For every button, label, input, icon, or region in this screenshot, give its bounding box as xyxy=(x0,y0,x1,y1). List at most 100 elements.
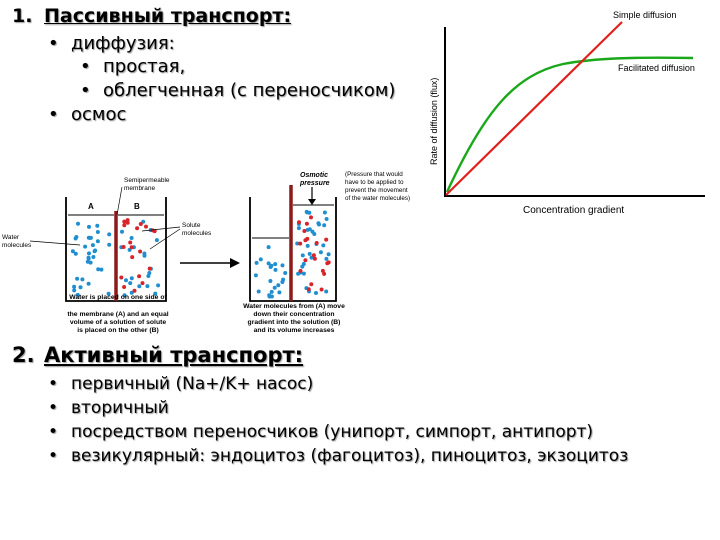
solute-molecule xyxy=(137,274,142,279)
section-1-number: 1. xyxy=(12,5,33,27)
water-molecule xyxy=(87,235,92,240)
caption-initial-block: the membrane (A) and an equal volume of … xyxy=(67,311,168,334)
solute-molecules-label: Solute molecules xyxy=(182,222,212,237)
water-molecule xyxy=(277,290,282,295)
water-molecule xyxy=(324,289,329,294)
water-molecule xyxy=(96,267,101,272)
water-molecule xyxy=(267,294,272,299)
side-a-label: A xyxy=(88,202,94,211)
list-item: • облегченная (с переносчиком) xyxy=(80,80,395,101)
solute-molecule xyxy=(324,237,329,242)
water-molecule xyxy=(254,260,259,265)
solute-molecule xyxy=(138,249,143,254)
list-item-text: везикулярный: эндоцитоз (фагоцитоз), пин… xyxy=(71,446,629,466)
water-molecule xyxy=(95,230,100,234)
list-item-text: простая, xyxy=(103,56,186,77)
svg-text:volume of a solution of solute: volume of a solution of solute xyxy=(70,319,167,326)
water-molecule xyxy=(273,267,278,272)
solute-molecule xyxy=(122,223,127,228)
svg-text:Water molecules from (A) move: Water molecules from (A) move xyxy=(243,303,345,310)
arrow-head-icon xyxy=(230,258,240,268)
solute-molecule xyxy=(302,229,307,233)
water-molecule xyxy=(120,229,124,234)
water-molecule xyxy=(146,274,151,278)
bullet-icon: • xyxy=(48,446,59,466)
list-item: • диффузия: xyxy=(48,33,175,54)
water-molecule xyxy=(269,289,274,294)
list-item-text: облегченная (с переносчиком) xyxy=(103,80,396,101)
solute-molecule xyxy=(298,241,303,246)
solute-molecule xyxy=(319,287,324,292)
list-item-text: осмос xyxy=(71,104,127,125)
list-item: • простая, xyxy=(80,56,185,77)
water-molecule xyxy=(305,243,310,248)
solute-molecule xyxy=(322,271,327,276)
water-molecule xyxy=(266,245,271,250)
water-molecule xyxy=(145,284,150,289)
water-molecule xyxy=(129,290,134,295)
solute-molecule xyxy=(320,268,325,273)
water-molecule xyxy=(154,238,159,243)
water-molecule xyxy=(86,281,91,286)
water-molecule xyxy=(280,280,285,284)
water-molecule xyxy=(326,252,331,257)
svg-text:gradient into the solution (B): gradient into the solution (B) xyxy=(248,319,341,326)
water-molecule xyxy=(90,243,95,248)
simple-diffusion-line xyxy=(445,21,623,196)
osmosis-diagram: A B Semipermeable membrane Water molecul… xyxy=(2,171,410,334)
water-molecule xyxy=(153,291,158,296)
solute-molecule xyxy=(122,285,127,289)
water-molecule xyxy=(73,251,78,256)
water-molecule xyxy=(95,223,100,228)
water-molecule xyxy=(76,221,80,226)
bullet-icon: • xyxy=(80,56,91,77)
solute-molecule xyxy=(314,241,319,245)
water-molecule xyxy=(129,236,134,240)
solute-molecule xyxy=(311,253,316,258)
solute-molecule xyxy=(309,282,314,287)
water-molecule xyxy=(283,271,288,275)
solute-molecule xyxy=(304,221,309,226)
water-molecule xyxy=(91,255,96,259)
water-molecule xyxy=(72,288,77,293)
water-molecule xyxy=(95,239,100,244)
solute-molecule xyxy=(138,222,143,226)
solute-molecule xyxy=(121,245,126,249)
water-molecule xyxy=(99,267,104,272)
water-molecule xyxy=(256,289,261,294)
side-b-label: B xyxy=(134,202,140,211)
water-molecule xyxy=(258,257,263,262)
water-molecule xyxy=(272,285,277,290)
pressure-note: (Pressure that would have to be applied … xyxy=(345,171,410,202)
solute-molecule xyxy=(132,288,137,293)
list-item: • посредством переносчиков (унипорт, сим… xyxy=(48,422,593,442)
solute-molecule xyxy=(129,245,134,250)
water-molecule xyxy=(142,253,147,258)
water-molecule xyxy=(124,278,128,283)
graph-x-axis-label: Concentration gradient xyxy=(523,205,624,216)
solute-molecule xyxy=(140,281,145,286)
water-molecule xyxy=(273,262,278,267)
water-molecule xyxy=(301,271,306,276)
water-molecule xyxy=(324,217,329,221)
water-molecule xyxy=(74,235,79,239)
membrane-label: Semipermeable membrane xyxy=(124,177,171,192)
solute-molecule xyxy=(303,258,308,263)
solute-molecule xyxy=(130,255,135,260)
list-item: • осмос xyxy=(48,104,126,125)
facilitated-diffusion-curve xyxy=(445,56,694,193)
simple-diffusion-label: Simple diffusion xyxy=(613,10,676,20)
water-molecule xyxy=(72,284,77,289)
water-molecule xyxy=(268,265,273,269)
solute-molecule xyxy=(326,260,331,265)
water-molecule xyxy=(296,226,301,231)
water-molecule xyxy=(318,250,323,255)
solute-molecule xyxy=(125,218,130,223)
list-item-text: диффузия: xyxy=(71,33,175,54)
list-item-text: первичный (Na+/K+ насос) xyxy=(71,374,314,394)
water-molecules-label: Water molecules xyxy=(2,234,32,249)
solute-molecule xyxy=(309,215,313,220)
water-molecule xyxy=(137,284,142,289)
section-2-title: Активный транспорт: xyxy=(44,343,304,367)
water-molecule xyxy=(314,291,318,295)
